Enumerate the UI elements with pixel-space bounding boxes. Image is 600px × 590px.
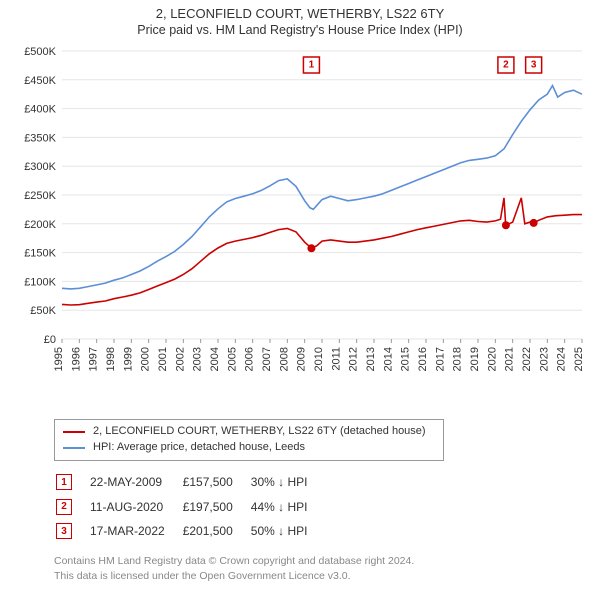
events-table: 1 22-MAY-2009£157,50030% ↓ HPI 2 11-AUG-202… bbox=[54, 469, 325, 545]
x-tick-label: 2007 bbox=[261, 347, 273, 371]
x-tick-label: 1997 bbox=[88, 347, 100, 371]
event-marker-cell: 2 bbox=[56, 499, 72, 515]
y-tick-label: £0 bbox=[44, 334, 56, 346]
legend-label: 2, LECONFIELD COURT, WETHERBY, LS22 6TY … bbox=[93, 424, 426, 440]
footer-line-2: This data is licensed under the Open Gov… bbox=[54, 569, 590, 583]
x-tick-label: 1999 bbox=[122, 347, 134, 371]
y-tick-label: £350K bbox=[24, 132, 56, 144]
y-tick-label: £300K bbox=[24, 161, 56, 173]
event-marker-number: 3 bbox=[531, 60, 537, 71]
x-tick-label: 2011 bbox=[330, 347, 342, 371]
event-price: £157,500 bbox=[183, 471, 249, 494]
event-row: 3 17-MAR-2022£201,50050% ↓ HPI bbox=[56, 520, 323, 543]
x-tick-label: 2018 bbox=[452, 347, 464, 371]
x-tick-label: 2017 bbox=[434, 347, 446, 371]
y-tick-label: £450K bbox=[24, 75, 56, 87]
legend: 2, LECONFIELD COURT, WETHERBY, LS22 6TY … bbox=[54, 419, 444, 461]
x-tick-label: 2021 bbox=[504, 347, 516, 371]
event-row: 2 11-AUG-2020£197,50044% ↓ HPI bbox=[56, 495, 323, 518]
page-subtitle: Price paid vs. HM Land Registry's House … bbox=[10, 23, 590, 37]
footer-line-1: Contains HM Land Registry data © Crown c… bbox=[54, 554, 590, 568]
page-title: 2, LECONFIELD COURT, WETHERBY, LS22 6TY bbox=[10, 6, 590, 21]
event-date: 11-AUG-2020 bbox=[90, 495, 181, 518]
x-tick-label: 1995 bbox=[53, 347, 65, 371]
x-tick-label: 2006 bbox=[244, 347, 256, 371]
x-tick-label: 2000 bbox=[140, 347, 152, 371]
y-tick-label: £250K bbox=[24, 190, 56, 202]
event-dot bbox=[502, 221, 510, 229]
x-tick-label: 2001 bbox=[157, 347, 169, 371]
x-tick-label: 2005 bbox=[226, 347, 238, 371]
event-dot bbox=[307, 244, 315, 252]
x-tick-label: 2008 bbox=[278, 347, 290, 371]
event-price: £201,500 bbox=[183, 520, 249, 543]
x-tick-label: 2020 bbox=[486, 347, 498, 371]
x-tick-label: 2010 bbox=[313, 347, 325, 371]
chart-area: £0 £50K £100K £150K £200K £250K £300K £350K £400… bbox=[10, 43, 590, 413]
x-tick-label: 2012 bbox=[348, 347, 360, 371]
event-date: 17-MAR-2022 bbox=[90, 520, 181, 543]
event-marker-number: 1 bbox=[309, 60, 315, 71]
legend-row: 2, LECONFIELD COURT, WETHERBY, LS22 6TY … bbox=[63, 424, 435, 440]
x-tick-label: 2003 bbox=[192, 347, 204, 371]
event-marker-number: 2 bbox=[503, 60, 509, 71]
event-delta: 30% ↓ HPI bbox=[251, 471, 324, 494]
x-tick-label: 1996 bbox=[70, 347, 82, 371]
x-tick-label: 2019 bbox=[469, 347, 481, 371]
x-tick-label: 2016 bbox=[417, 347, 429, 371]
y-tick-label: £50K bbox=[30, 305, 56, 317]
y-tick-label: £100K bbox=[24, 276, 56, 288]
y-tick-label: £200K bbox=[24, 219, 56, 231]
chart-svg: £0 £50K £100K £150K £200K £250K £300K £350K £400… bbox=[10, 43, 590, 413]
x-tick-label: 2024 bbox=[556, 347, 568, 371]
event-delta: 50% ↓ HPI bbox=[251, 520, 324, 543]
event-date: 22-MAY-2009 bbox=[90, 471, 181, 494]
event-marker-cell: 3 bbox=[56, 523, 72, 539]
x-tick-label: 2015 bbox=[400, 347, 412, 371]
x-tick-label: 2013 bbox=[365, 347, 377, 371]
x-tick-label: 2002 bbox=[174, 347, 186, 371]
footer-note: Contains HM Land Registry data © Crown c… bbox=[54, 554, 590, 582]
y-tick-label: £150K bbox=[24, 248, 56, 260]
x-tick-label: 2023 bbox=[538, 347, 550, 371]
x-tick-label: 2014 bbox=[382, 347, 394, 371]
x-tick-label: 2009 bbox=[296, 347, 308, 371]
x-tick-label: 2004 bbox=[209, 347, 221, 371]
legend-label: HPI: Average price, detached house, Leed… bbox=[93, 440, 305, 456]
event-dot bbox=[530, 219, 538, 227]
event-price: £197,500 bbox=[183, 495, 249, 518]
legend-row: HPI: Average price, detached house, Leed… bbox=[63, 440, 435, 456]
x-tick-label: 2022 bbox=[521, 347, 533, 371]
legend-swatch bbox=[63, 447, 85, 449]
event-marker-cell: 1 bbox=[56, 474, 72, 490]
event-row: 1 22-MAY-2009£157,50030% ↓ HPI bbox=[56, 471, 323, 494]
legend-swatch bbox=[63, 431, 85, 433]
event-delta: 44% ↓ HPI bbox=[251, 495, 324, 518]
y-tick-label: £500K bbox=[24, 46, 56, 58]
x-tick-label: 1998 bbox=[105, 347, 117, 371]
x-tick-label: 2025 bbox=[573, 347, 585, 371]
y-tick-label: £400K bbox=[24, 104, 56, 116]
